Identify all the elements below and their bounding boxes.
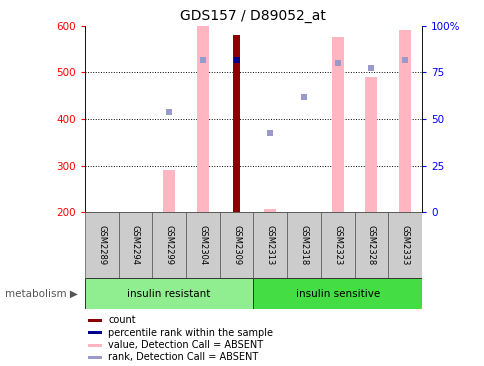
Bar	[88, 344, 102, 347]
Bar	[287, 212, 320, 278]
Text: insulin sensitive: insulin sensitive	[295, 289, 379, 299]
Text: GSM2299: GSM2299	[164, 225, 173, 265]
Text: GSM2294: GSM2294	[131, 225, 140, 265]
Bar	[387, 212, 421, 278]
Text: GSM2313: GSM2313	[265, 225, 274, 265]
Text: insulin resistant: insulin resistant	[127, 289, 211, 299]
Bar	[233, 35, 240, 212]
Text: metabolism ▶: metabolism ▶	[5, 289, 77, 299]
Bar	[253, 278, 421, 309]
Bar	[354, 212, 387, 278]
Bar	[264, 209, 275, 212]
Text: rank, Detection Call = ABSENT: rank, Detection Call = ABSENT	[108, 352, 258, 362]
Title: GDS157 / D89052_at: GDS157 / D89052_at	[180, 9, 326, 23]
Text: GSM2328: GSM2328	[366, 225, 375, 265]
Bar	[331, 37, 343, 212]
Bar	[320, 212, 354, 278]
Bar	[398, 30, 410, 212]
Text: value, Detection Call = ABSENT: value, Detection Call = ABSENT	[108, 340, 263, 350]
Bar	[219, 212, 253, 278]
Bar	[163, 170, 175, 212]
Text: GSM2309: GSM2309	[231, 225, 241, 265]
Bar	[88, 356, 102, 359]
Bar	[88, 319, 102, 322]
Bar	[85, 278, 253, 309]
Bar	[197, 26, 208, 212]
Bar	[85, 212, 118, 278]
Text: GSM2318: GSM2318	[299, 225, 308, 265]
Bar	[88, 331, 102, 334]
Text: GSM2289: GSM2289	[97, 225, 106, 265]
Bar	[365, 77, 377, 212]
Text: percentile rank within the sample: percentile rank within the sample	[108, 328, 273, 338]
Text: GSM2304: GSM2304	[198, 225, 207, 265]
Text: GSM2323: GSM2323	[333, 225, 342, 265]
Bar	[152, 212, 186, 278]
Bar	[253, 212, 287, 278]
Bar	[186, 212, 219, 278]
Text: count: count	[108, 315, 136, 325]
Text: GSM2333: GSM2333	[400, 225, 409, 265]
Bar	[118, 212, 152, 278]
